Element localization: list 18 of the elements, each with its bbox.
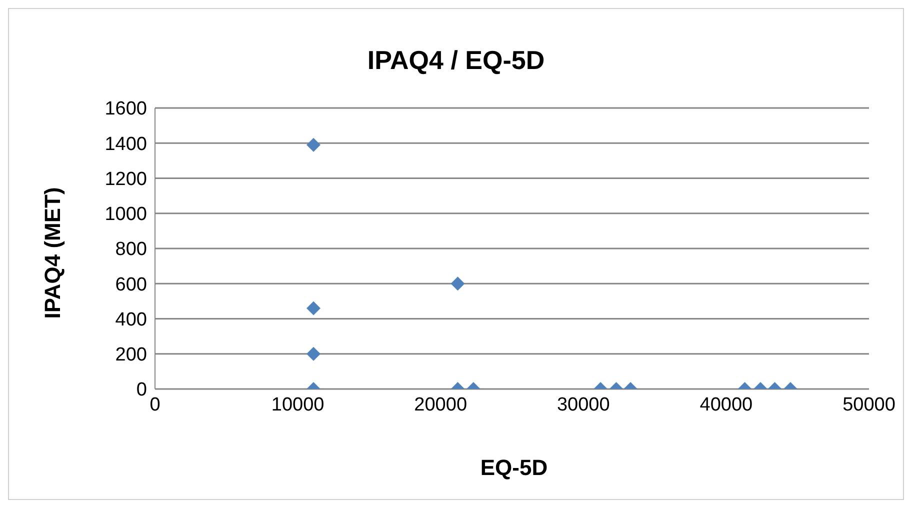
y-tick-label: 0: [136, 380, 147, 401]
y-tick-label: 1600: [104, 98, 147, 120]
y-tick-label: 1200: [104, 168, 147, 190]
x-tick-label: 50000: [842, 394, 896, 416]
x-tick-label: 20000: [414, 394, 468, 416]
x-tick-label: 0: [150, 394, 160, 416]
x-tick-label: 40000: [700, 394, 753, 416]
x-tick-label: 10000: [271, 394, 324, 416]
x-axis-title: EQ-5D: [479, 455, 549, 481]
x-tick-label: 30000: [556, 394, 610, 416]
y-tick-label: 1400: [104, 134, 147, 155]
y-tick-label: 400: [115, 309, 147, 330]
y-tick-label: 600: [115, 274, 147, 296]
chart-title: IPAQ4 / EQ-5D: [366, 45, 546, 76]
y-tick-label: 1000: [104, 204, 147, 226]
y-axis-title: IPAQ4 (MET): [40, 187, 66, 319]
y-tick-label: 800: [115, 239, 147, 260]
y-tick-label: 200: [115, 344, 147, 366]
